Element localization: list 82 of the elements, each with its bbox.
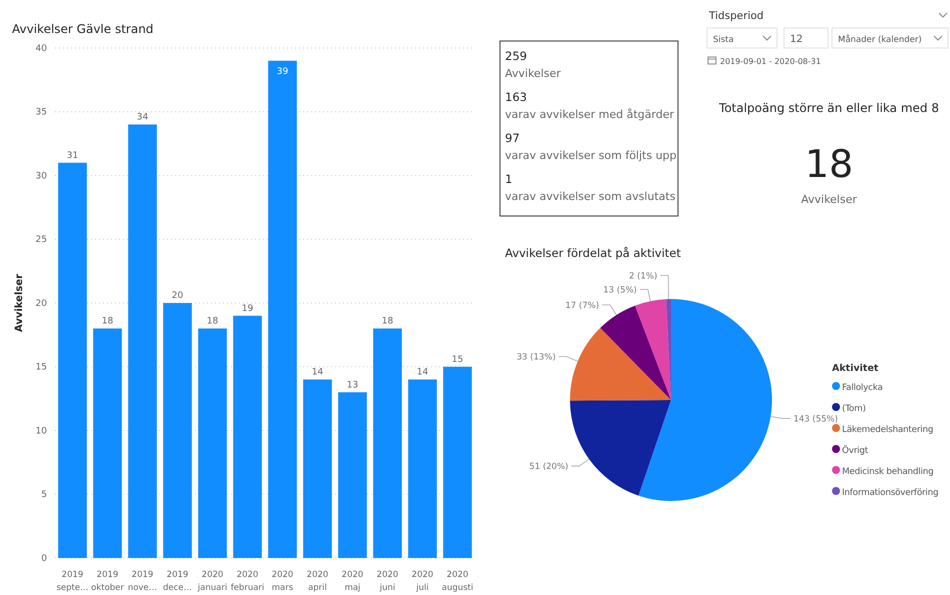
data-label: 143 (55%) xyxy=(793,414,838,424)
x-tick-label: 2019 oktober xyxy=(91,570,124,593)
data-label: 31 xyxy=(66,150,78,161)
text: Tidsperiod xyxy=(708,10,764,22)
text: 2019-09-01 - 2020-08-31 xyxy=(720,57,821,66)
text: 163 xyxy=(505,90,527,104)
legend-title: Aktivitet xyxy=(832,363,879,374)
y-tick-label: 15 xyxy=(36,362,47,373)
text: 18 xyxy=(804,142,854,186)
text: varav avvikelser som följts upp xyxy=(505,149,677,162)
text: varav avvikelser med åtgärder xyxy=(505,108,674,121)
data-label: 39 xyxy=(276,66,288,77)
legend-label: (Tom) xyxy=(842,404,866,414)
legend-label: Fallolycka xyxy=(842,383,883,393)
data-label: 15 xyxy=(452,354,464,365)
x-tick-label: 2020 augusti xyxy=(442,570,474,593)
data-label: 33 (13%) xyxy=(516,352,556,363)
data-label: 14 xyxy=(416,368,428,378)
data-label: 20 xyxy=(172,291,184,301)
y-tick-label: 30 xyxy=(36,171,48,182)
bar xyxy=(58,162,87,558)
x-tick-label: 2019 septe… xyxy=(56,570,89,593)
x-tick-label: 2020 maj xyxy=(342,570,364,593)
text: 12 xyxy=(790,34,803,45)
bar xyxy=(303,380,332,558)
text: Totalpoäng större än eller lika med 8 xyxy=(718,101,939,115)
data-label: 13 (5%) xyxy=(603,285,637,296)
text: Månader (kalender) xyxy=(838,34,922,45)
y-tick-label: 20 xyxy=(36,298,48,309)
text: 97 xyxy=(505,131,520,145)
legend-label: Medicinsk behandling xyxy=(842,467,934,477)
y-axis-title: Avvikelser xyxy=(14,274,25,332)
text: 1 xyxy=(505,172,512,186)
pie-slice xyxy=(635,299,671,400)
chart-title: Avvikelser fördelat på aktivitet xyxy=(505,246,682,260)
data-label: 13 xyxy=(346,380,358,390)
data-label: 18 xyxy=(102,316,114,326)
bar xyxy=(233,316,262,558)
data-label: 18 xyxy=(206,316,218,326)
x-tick-label: 2020 februari xyxy=(230,570,264,593)
x-tick-label: 2019 dece… xyxy=(162,570,192,593)
pie-slice xyxy=(600,306,671,400)
legend-label: Läkemedelshantering xyxy=(842,425,934,435)
text: varav avvikelser som avslutats xyxy=(505,190,676,203)
y-tick-label: 10 xyxy=(36,426,48,436)
data-label: 19 xyxy=(242,304,254,314)
data-label: 14 xyxy=(312,368,324,378)
x-tick-label: 2020 mars xyxy=(272,570,294,593)
x-tick-label: 2019 nove… xyxy=(128,570,158,593)
data-label: 34 xyxy=(136,112,148,122)
bar xyxy=(338,392,367,558)
x-tick-label: 2020 juli xyxy=(412,570,434,593)
y-tick-label: 25 xyxy=(36,235,47,246)
data-label: 2 (1%) xyxy=(629,271,658,282)
pie-slice xyxy=(638,299,772,501)
bar xyxy=(443,366,472,558)
y-tick-label: 5 xyxy=(41,490,47,500)
legend-label: Övrigt xyxy=(842,444,869,456)
text: Avvikelser xyxy=(801,193,858,206)
bar xyxy=(373,328,402,558)
data-label: 18 xyxy=(382,316,394,326)
pie-slice xyxy=(570,328,671,401)
x-tick-label: 2020 januari xyxy=(196,570,228,593)
chart-title: Avvikelser Gävle strand xyxy=(12,22,154,36)
y-tick-label: 40 xyxy=(36,44,48,54)
data-label: 17 (7%) xyxy=(565,300,600,311)
bar xyxy=(93,328,122,558)
bar xyxy=(408,380,437,558)
text: Sista xyxy=(713,35,734,45)
text: 259 xyxy=(505,49,527,63)
y-tick-label: 35 xyxy=(36,108,47,118)
bar xyxy=(198,328,227,558)
pie-slice xyxy=(570,400,671,496)
bar xyxy=(128,124,157,558)
data-label: 51 (20%) xyxy=(529,462,568,472)
bar xyxy=(268,60,297,558)
bar xyxy=(163,303,192,558)
x-tick-label: 2020 juni xyxy=(376,570,398,593)
text: Avvikelser xyxy=(505,67,562,80)
legend-label: Informationsöverföring xyxy=(842,488,938,498)
x-tick-label: 2020 april xyxy=(306,570,328,593)
y-tick-label: 0 xyxy=(41,554,48,564)
